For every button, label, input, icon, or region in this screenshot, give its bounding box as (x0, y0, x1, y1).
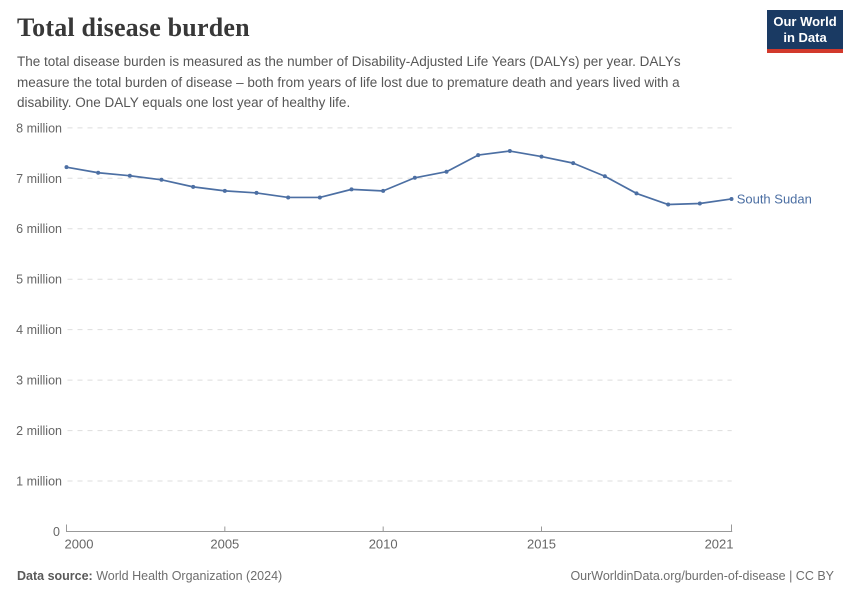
y-axis-tick-label: 3 million (16, 374, 62, 388)
y-axis-tick-label: 2 million (16, 424, 62, 438)
data-point[interactable] (349, 187, 354, 192)
data-point[interactable] (254, 190, 259, 195)
data-point[interactable] (222, 188, 227, 193)
data-point[interactable] (634, 191, 639, 196)
y-axis-tick-label: 5 million (16, 273, 62, 287)
data-point[interactable] (571, 161, 576, 166)
data-point[interactable] (697, 201, 702, 206)
owid-logo-line1: Our World (773, 14, 837, 29)
y-axis-zero-label: 0 (53, 525, 60, 539)
credit-separator: | (785, 569, 796, 583)
data-point[interactable] (412, 175, 417, 180)
data-point[interactable] (444, 169, 449, 174)
series-line (65, 150, 733, 206)
credit-link[interactable]: OurWorldinData.org/burden-of-disease (570, 569, 786, 583)
data-point[interactable] (159, 177, 164, 182)
data-point[interactable] (476, 153, 481, 158)
data-source-note: Data source: World Health Organization (… (17, 569, 282, 583)
data-point[interactable] (666, 202, 671, 207)
x-axis-tick-label: 2000 (65, 537, 94, 552)
entity-label[interactable]: South Sudan (737, 191, 812, 206)
data-point[interactable] (191, 184, 196, 189)
credit-license: CC BY (795, 569, 834, 583)
data-source-value: World Health Organization (2024) (96, 569, 283, 583)
owid-logo[interactable]: Our World in Data (767, 10, 843, 53)
data-point[interactable] (127, 173, 132, 178)
data-source-label: Data source: (17, 569, 93, 583)
data-point[interactable] (381, 188, 386, 193)
data-point[interactable] (64, 165, 69, 170)
data-point[interactable] (317, 195, 322, 200)
data-point[interactable] (96, 170, 101, 175)
owid-logo-line2: in Data (783, 30, 827, 45)
y-axis-tick-label: 6 million (16, 222, 62, 236)
x-axis-tick-label: 2015 (527, 537, 556, 552)
y-axis-tick-label: 4 million (16, 323, 62, 337)
credit-note: OurWorldinData.org/burden-of-disease | C… (570, 569, 834, 583)
data-point[interactable] (602, 174, 607, 179)
data-point[interactable] (507, 149, 512, 154)
chart-subtitle: The total disease burden is measured as … (17, 54, 681, 111)
x-axis-tick-label: 2005 (210, 537, 239, 552)
page-title: Total disease burden (17, 13, 250, 42)
data-point[interactable] (729, 196, 734, 201)
y-axis-tick-label: 8 million (16, 121, 62, 135)
x-axis-tick-label: 2010 (369, 537, 398, 552)
data-point[interactable] (539, 154, 544, 159)
y-axis-tick-label: 7 million (16, 172, 62, 186)
data-point[interactable] (286, 195, 291, 200)
x-axis-tick-label: 2021 (705, 537, 734, 552)
y-axis-tick-label: 1 million (16, 475, 62, 489)
